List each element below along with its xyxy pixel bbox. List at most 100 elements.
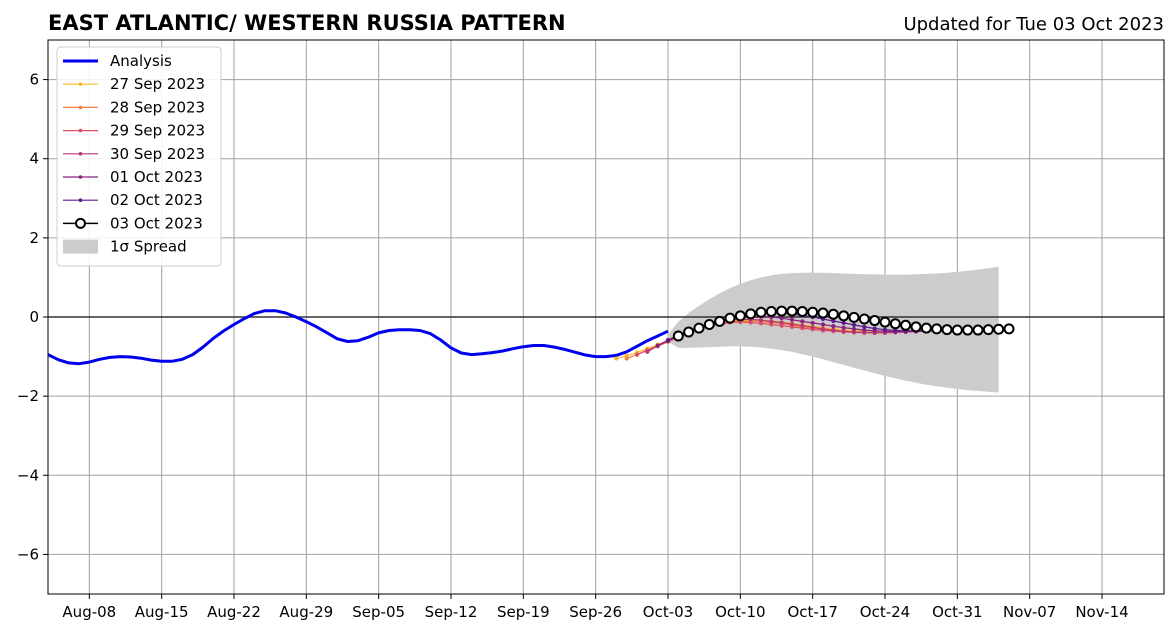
forecast-point: [889, 318, 901, 330]
legend-label: 02 Oct 2023: [110, 191, 203, 209]
x-tick-label: Oct-03: [643, 603, 693, 621]
legend-label: 30 Sep 2023: [110, 145, 205, 163]
x-tick-label: Aug-08: [62, 603, 116, 621]
forecast-point: [758, 318, 764, 323]
analysis-series: [47, 309, 669, 366]
forecast-point: [807, 306, 819, 318]
forecast-point: [789, 322, 795, 327]
forecast-point: [776, 305, 788, 317]
legend-label: 01 Oct 2023: [110, 168, 203, 186]
forecast-point: [724, 312, 736, 324]
forecast-point: [779, 320, 784, 325]
legend-entry: 01 Oct 2023: [63, 168, 203, 186]
forecast-point: [624, 356, 629, 361]
x-axis-ticks: Aug-08 Aug-15 Aug-22 Aug-29 Sep-05 Sep-12 Sep-…: [62, 594, 1129, 621]
forecast-point: [827, 308, 839, 320]
forecast-point: [817, 307, 829, 319]
y-tick-label: −2: [17, 387, 39, 405]
x-tick-label: Sep-05: [352, 603, 405, 621]
forecast-point: [993, 323, 1005, 335]
forecast-point: [655, 343, 660, 348]
forecast-point: [810, 325, 815, 330]
legend-label: Analysis: [110, 52, 172, 70]
forecast-point: [831, 327, 836, 333]
forecast-point: [779, 316, 784, 321]
forecast-series: [614, 305, 1015, 361]
forecast-point: [848, 311, 860, 323]
forecast-point: [820, 322, 826, 327]
forecast-point: [862, 324, 867, 329]
forecast-point: [645, 349, 650, 354]
forecast-point: [800, 323, 805, 328]
forecast-point: [614, 356, 619, 361]
x-tick-label: Sep-12: [425, 603, 478, 621]
forecast-point: [951, 324, 963, 336]
legend-marker: [78, 152, 83, 156]
y-tick-label: −4: [17, 466, 39, 484]
forecast-point: [672, 330, 684, 342]
forecast-point: [910, 321, 922, 333]
forecast-point: [831, 324, 836, 329]
legend-entry: 28 Sep 2023: [63, 98, 205, 116]
legend-label: 29 Sep 2023: [110, 122, 205, 140]
forecast-point: [820, 326, 826, 331]
x-tick-label: Aug-22: [207, 603, 261, 621]
forecast-03-oct-2023: [672, 305, 1015, 342]
y-axis-ticks: 6 4 2 0 −2 −4 −6: [17, 71, 48, 563]
forecast-point: [703, 319, 715, 331]
x-tick-label: Aug-15: [135, 603, 189, 621]
forecast-point: [920, 322, 932, 334]
forecast-point: [941, 324, 953, 336]
x-tick-label: Nov-07: [1003, 603, 1056, 621]
forecast-point: [683, 326, 695, 338]
forecast-point: [841, 320, 846, 326]
legend-marker: [78, 128, 83, 133]
forecast-point: [972, 324, 984, 336]
forecast-point: [841, 329, 846, 334]
y-tick-label: −6: [17, 545, 39, 563]
forecast-point: [851, 322, 857, 328]
forecast-point: [745, 308, 757, 320]
x-tick-label: Nov-14: [1075, 603, 1128, 621]
chart-title: EAST ATLANTIC/ WESTERN RUSSIA PATTERN: [48, 11, 566, 35]
legend-entry: 30 Sep 2023: [63, 145, 205, 163]
forecast-point: [796, 305, 808, 317]
legend-box: [56, 46, 222, 267]
forecast-point: [858, 313, 870, 325]
y-tick-label: 0: [29, 308, 39, 326]
y-tick-label: 6: [29, 71, 39, 89]
x-tick-label: Aug-29: [279, 603, 333, 621]
forecast-point: [879, 316, 891, 328]
x-tick-label: Oct-24: [860, 603, 910, 621]
x-tick-label: Oct-10: [715, 603, 765, 621]
forecast-point: [634, 352, 640, 357]
chart-subtitle: Updated for Tue 03 Oct 2023: [903, 14, 1164, 35]
legend-marker: [78, 198, 83, 202]
forecast-point: [838, 310, 850, 322]
forecast-point: [734, 310, 746, 322]
legend-label: 28 Sep 2023: [110, 98, 205, 116]
legend-marker: [78, 82, 83, 86]
legend-entry: 03 Oct 2023: [63, 214, 203, 232]
legend: Analysis 27 Sep 2023 28 Sep 2023 29 Sep 202…: [56, 46, 222, 267]
forecast-point: [789, 317, 795, 322]
legend-marker: [75, 217, 86, 229]
analysis-line: [47, 309, 669, 366]
forecast-point: [841, 325, 846, 330]
legend-label: 27 Sep 2023: [110, 75, 205, 93]
forecast-point: [982, 324, 994, 336]
forecast-point: [851, 326, 857, 331]
legend-marker: [78, 175, 83, 179]
legend-entry: 29 Sep 2023: [63, 122, 205, 140]
legend-entry: Analysis: [63, 52, 172, 70]
legend-label: 1σ Spread: [110, 238, 187, 256]
forecast-point: [810, 320, 815, 326]
forecast-point: [872, 326, 877, 331]
x-tick-label: Sep-26: [569, 603, 622, 621]
forecast-point: [900, 319, 912, 331]
x-tick-label: Oct-31: [932, 603, 982, 621]
y-tick-label: 2: [29, 229, 39, 247]
forecast-point: [800, 319, 805, 324]
forecast-point: [755, 306, 767, 318]
